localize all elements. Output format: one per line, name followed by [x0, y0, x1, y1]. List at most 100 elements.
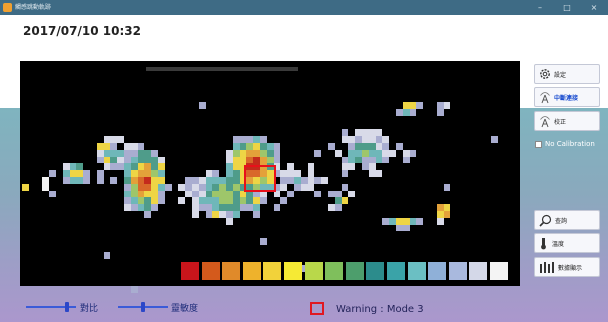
- warning-text: Warning : Mode 3: [336, 304, 424, 315]
- heatmap-cell: [300, 183, 308, 191]
- heatmap-cell: [110, 156, 118, 164]
- settings-button[interactable]: 設定: [534, 64, 600, 84]
- heatmap-cell: [382, 136, 390, 143]
- interrupt-connection-button[interactable]: 中斷連接: [534, 87, 600, 107]
- color-scale-swatch: [345, 262, 364, 280]
- heatmap-cell: [314, 177, 322, 184]
- contrast-slider-thumb[interactable]: [65, 302, 70, 312]
- heatmap-cell: [246, 204, 254, 211]
- heatmap-cell: [151, 163, 158, 171]
- heatmap-cell: [260, 190, 267, 198]
- heatmap-cell: [62, 163, 70, 171]
- heatmap-cell: [137, 190, 145, 198]
- heatmap-cell: [226, 211, 233, 218]
- data-display-button[interactable]: 數據顯示: [534, 257, 600, 277]
- temperature-button[interactable]: 溫度: [534, 233, 600, 253]
- heatmap-cell: [144, 163, 152, 171]
- heatmap-cell: [389, 149, 396, 157]
- heatmap-cell: [103, 136, 111, 143]
- heatmap-cell: [144, 149, 152, 157]
- heatmap-cell: [239, 204, 247, 211]
- heatmap-cell: [124, 143, 131, 150]
- heatmap-cell: [382, 217, 390, 225]
- heatmap-cell: [137, 204, 145, 211]
- heatmap-cell: [49, 170, 56, 177]
- no-calibration-label: No Calibration: [545, 140, 595, 148]
- calibrate-button[interactable]: 校正: [534, 111, 600, 131]
- query-button[interactable]: 查詢: [534, 210, 600, 230]
- heatmap-cell: [396, 224, 403, 232]
- heatmap-cell: [334, 149, 342, 157]
- heatmap-cell: [253, 170, 260, 177]
- heatmap-cell: [62, 170, 70, 177]
- heatmap-cell: [273, 156, 281, 164]
- heatmap-cell: [402, 102, 410, 109]
- color-scale-swatch: [284, 262, 302, 280]
- heatmap-cell: [341, 197, 349, 205]
- heatmap-cell: [239, 177, 247, 184]
- no-calibration-option[interactable]: No Calibration: [535, 140, 595, 148]
- heatmap-cell: [348, 156, 356, 164]
- heatmap-cell: [103, 156, 111, 164]
- heatmap-cell: [307, 183, 315, 191]
- heatmap-cell: [232, 170, 240, 177]
- heatmap-cell: [151, 156, 158, 164]
- heatmap-cell: [280, 183, 288, 191]
- heatmap-cell: [232, 177, 240, 184]
- heatmap-cell: [273, 170, 281, 177]
- heatmap-cell: [409, 109, 417, 116]
- magnifier-icon: [539, 214, 552, 227]
- heatmap-cell: [375, 129, 383, 137]
- maximize-button[interactable]: □: [563, 3, 571, 12]
- heatmap-cell: [362, 143, 369, 150]
- sensitivity-slider[interactable]: [118, 302, 168, 312]
- heatmap-cell: [219, 211, 226, 218]
- sensitivity-slider-thumb[interactable]: [141, 302, 145, 312]
- heatmap-cell: [239, 197, 247, 205]
- heatmap-cell: [219, 204, 226, 211]
- heatmap-cell: [144, 170, 152, 177]
- heatmap-cell: [368, 170, 376, 177]
- heatmap-cell: [96, 177, 104, 184]
- heatmap-cell: [239, 183, 247, 191]
- no-calibration-checkbox[interactable]: [535, 140, 542, 148]
- heatmap-cell: [246, 177, 254, 184]
- heatmap-cell: [226, 183, 233, 191]
- heatmap-cell: [239, 163, 247, 171]
- close-button[interactable]: ×: [590, 3, 598, 12]
- heatmap-cell: [232, 190, 240, 198]
- heatmap-cell: [232, 163, 240, 171]
- heatmap-cell: [226, 156, 233, 164]
- heatmap-cell: [110, 136, 118, 143]
- heatmap-cell: [334, 190, 342, 198]
- heatmap-cell: [117, 156, 124, 164]
- heatmap-cell: [246, 136, 254, 143]
- heatmap-cell: [96, 149, 104, 157]
- heatmap-cell: [341, 163, 349, 171]
- heatmap-cell: [314, 149, 322, 157]
- heatmap-cell: [137, 156, 145, 164]
- heatmap-cell: [253, 177, 260, 184]
- contrast-slider[interactable]: [26, 302, 76, 312]
- heatmap-cell: [226, 163, 233, 171]
- heatmap-cell: [205, 197, 213, 205]
- heatmap-cell: [158, 156, 165, 164]
- heatmap-cell: [226, 204, 233, 211]
- heatmap-cell: [253, 204, 260, 211]
- heatmap-cell: [219, 177, 226, 184]
- heatmap-cell: [266, 177, 274, 184]
- heatmap-cell: [348, 143, 356, 150]
- heatmap-cell: [239, 136, 247, 143]
- heatmap-cell: [178, 183, 186, 191]
- heatmap-cell: [328, 204, 335, 211]
- heatmap-cell: [368, 143, 376, 150]
- heatmap-cell: [362, 163, 369, 171]
- heatmap-cell: [396, 143, 403, 150]
- title-bar: 觸感跳動軌跡 – □ ×: [0, 0, 608, 15]
- heatmap-cell: [253, 143, 260, 150]
- heatmap-cell: [402, 109, 410, 116]
- heatmap-cell: [443, 204, 451, 211]
- heatmap-cell: [198, 177, 206, 184]
- minimize-button[interactable]: –: [538, 3, 542, 12]
- heatmap-cell: [253, 190, 260, 198]
